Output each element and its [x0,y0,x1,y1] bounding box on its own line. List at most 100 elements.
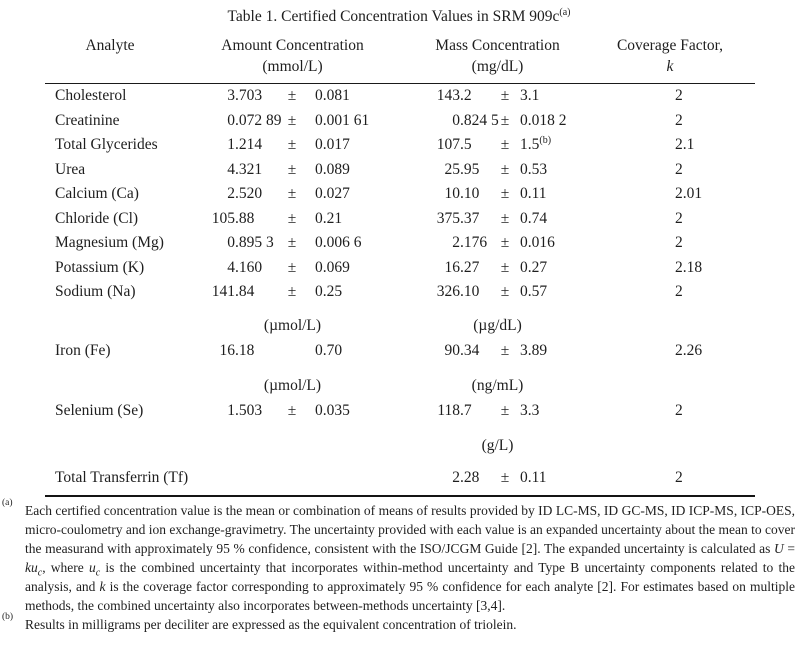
table-body: Cholesterol 3.703 ±0.081 143.2 ±3.1 2 Creatini… [45,84,755,497]
amount-plus-minus: ± [287,209,297,227]
mass-plus-minus: ± [500,283,510,300]
mass-plus-minus: ± [500,209,510,227]
table-row: Total Glycerides 1.214 ±0.017 107.5 ±1.5(b) 2… [45,133,755,158]
amount-plus-minus: ± [287,136,297,153]
table-title-footnote-marker: (a) [559,6,571,18]
unit-row: (g/L) [45,425,755,457]
mass-uncertainty: 0.53 [520,160,548,178]
mass-uncertainty: 0.018 2 [520,111,567,129]
coverage-factor-value: 2 [675,283,683,300]
table-row: Selenium (Se) 1.503 ±0.035 118.7 ±3.3 2 [45,397,755,425]
mass-value-int: 90 [444,341,461,359]
amount-uncertainty: 0.035 [315,401,350,419]
analyte-name: Calcium (Ca) [55,185,139,202]
column-header-mass-unit: (mg/dL) [471,58,524,75]
mass-value-frac: .27 [460,258,480,276]
mass-uncertainty: 1.5(b) [520,134,552,153]
mass-plus-minus: ± [500,234,510,251]
table-title-text: Table 1. Certified Concentration Values … [227,8,560,25]
mass-value-int: 2 [452,468,460,486]
mass-plus-minus: ± [500,341,510,359]
analyte-name: Potassium (K) [55,258,145,276]
coverage-factor-value: 2 [675,87,683,104]
coverage-factor-value: 2 [675,160,683,178]
amount-unit-label: (µmol/L) [263,316,322,334]
analyte-name: Urea [55,160,86,178]
amount-uncertainty: 0.027 [315,185,350,202]
amount-value-frac: .072 89 [235,111,282,129]
footnote-text: , where [42,559,89,575]
amount-plus-minus: ± [287,185,297,202]
coverage-factor-value: 2 [675,234,683,251]
amount-value-frac: .18 [235,341,255,359]
amount-value-frac: .84 [235,283,255,300]
footnote-text-subscript: c [95,567,101,579]
column-header-amount-unit: (mmol/L) [262,58,323,75]
mass-value-frac: .824 5 [460,111,499,129]
footnote: (b) Results in milligrams per deciliter a… [2,611,517,632]
analyte-name: Iron (Fe) [55,341,111,359]
amount-value-int: 105 [211,209,235,227]
amount-value-int: 0 [227,234,235,251]
mass-uncertainty: 3.1 [520,87,540,104]
mass-value-frac: .95 [460,160,480,178]
table-header: Analyte Amount Concentration Mass Concen… [45,35,755,84]
mass-plus-minus: ± [500,160,510,178]
amount-value-int: 1 [227,401,235,419]
table-row: Total Transferrin (Tf) 2.28 ±0.11 2 [45,465,755,491]
amount-plus-minus: ± [287,87,297,104]
table-row: Calcium (Ca) 2.520 ±0.027 10.10 ±0.11 2.01 [45,182,755,207]
mass-value-frac: .7 [460,401,472,419]
amount-uncertainty: 0.21 [315,209,343,227]
amount-plus-minus: ± [287,283,297,300]
analyte-name: Cholesterol [55,87,127,104]
mass-plus-minus: ± [500,87,510,104]
mass-plus-minus: ± [500,185,510,202]
mass-value-int: 326 [436,283,460,300]
mass-value-int: 10 [444,185,461,202]
mass-value-frac: .28 [460,468,480,486]
amount-value-frac: .703 [235,87,263,104]
table-row: Cholesterol 3.703 ±0.081 143.2 ±3.1 2 [45,84,755,109]
footnote-text-italic: k [99,578,106,594]
analyte-name: Total Transferrin (Tf) [55,468,189,486]
table-row: Magnesium (Mg) 0.895 3 ±0.006 6 2.176 ±0.016… [45,231,755,256]
footnote-text: is the combined uncertainty that incorpo… [25,559,795,594]
mass-uncertainty: 3.89 [520,341,548,359]
amount-value-int: 1 [227,136,235,153]
mass-value-int: 375 [436,209,460,227]
amount-value-frac: .895 3 [235,234,274,251]
amount-value-frac: .520 [235,185,263,202]
mass-uncertainty: 0.11 [520,468,547,486]
mass-unit-label: (ng/mL) [471,376,524,394]
amount-uncertainty: 0.006 6 [315,234,362,251]
column-header-amount-concentration: Amount Concentration [221,37,364,54]
amount-value-int: 4 [227,258,235,276]
mass-value-int: 118 [437,401,460,419]
footnotes-section: (a) Each certified concentration value is… [2,497,795,634]
mass-uncertainty: 0.57 [520,283,548,300]
amount-value-int: 2 [227,185,235,202]
table-title: Table 1. Certified Concentration Values … [0,6,798,27]
coverage-factor-value: 2 [675,468,683,486]
footnote-text: Results in milligrams per deciliter are … [25,616,517,632]
coverage-factor-value: 2.01 [675,185,703,202]
mass-plus-minus: ± [500,468,510,486]
amount-uncertainty: 0.017 [315,136,350,153]
amount-value-int: 3 [227,87,235,104]
analyte-name: Sodium (Na) [55,283,136,300]
amount-uncertainty: 0.25 [315,283,343,300]
coverage-factor-value: 2.26 [675,341,703,359]
mass-value-frac: .10 [460,283,480,300]
mass-value-frac: .34 [460,341,480,359]
footnote-text-subscript: c [37,567,43,579]
mass-uncertainty: 0.27 [520,258,548,276]
footnote: (a) Each certified concentration value is… [2,497,795,613]
amount-plus-minus: ± [287,234,297,251]
data-table: Analyte Amount Concentration Mass Concen… [45,35,755,497]
document-page: Table 1. Certified Concentration Values … [0,6,798,634]
mass-plus-minus: ± [500,401,510,419]
mass-plus-minus: ± [500,258,510,276]
amount-value-int: 0 [227,111,235,129]
amount-plus-minus: ± [287,258,297,276]
